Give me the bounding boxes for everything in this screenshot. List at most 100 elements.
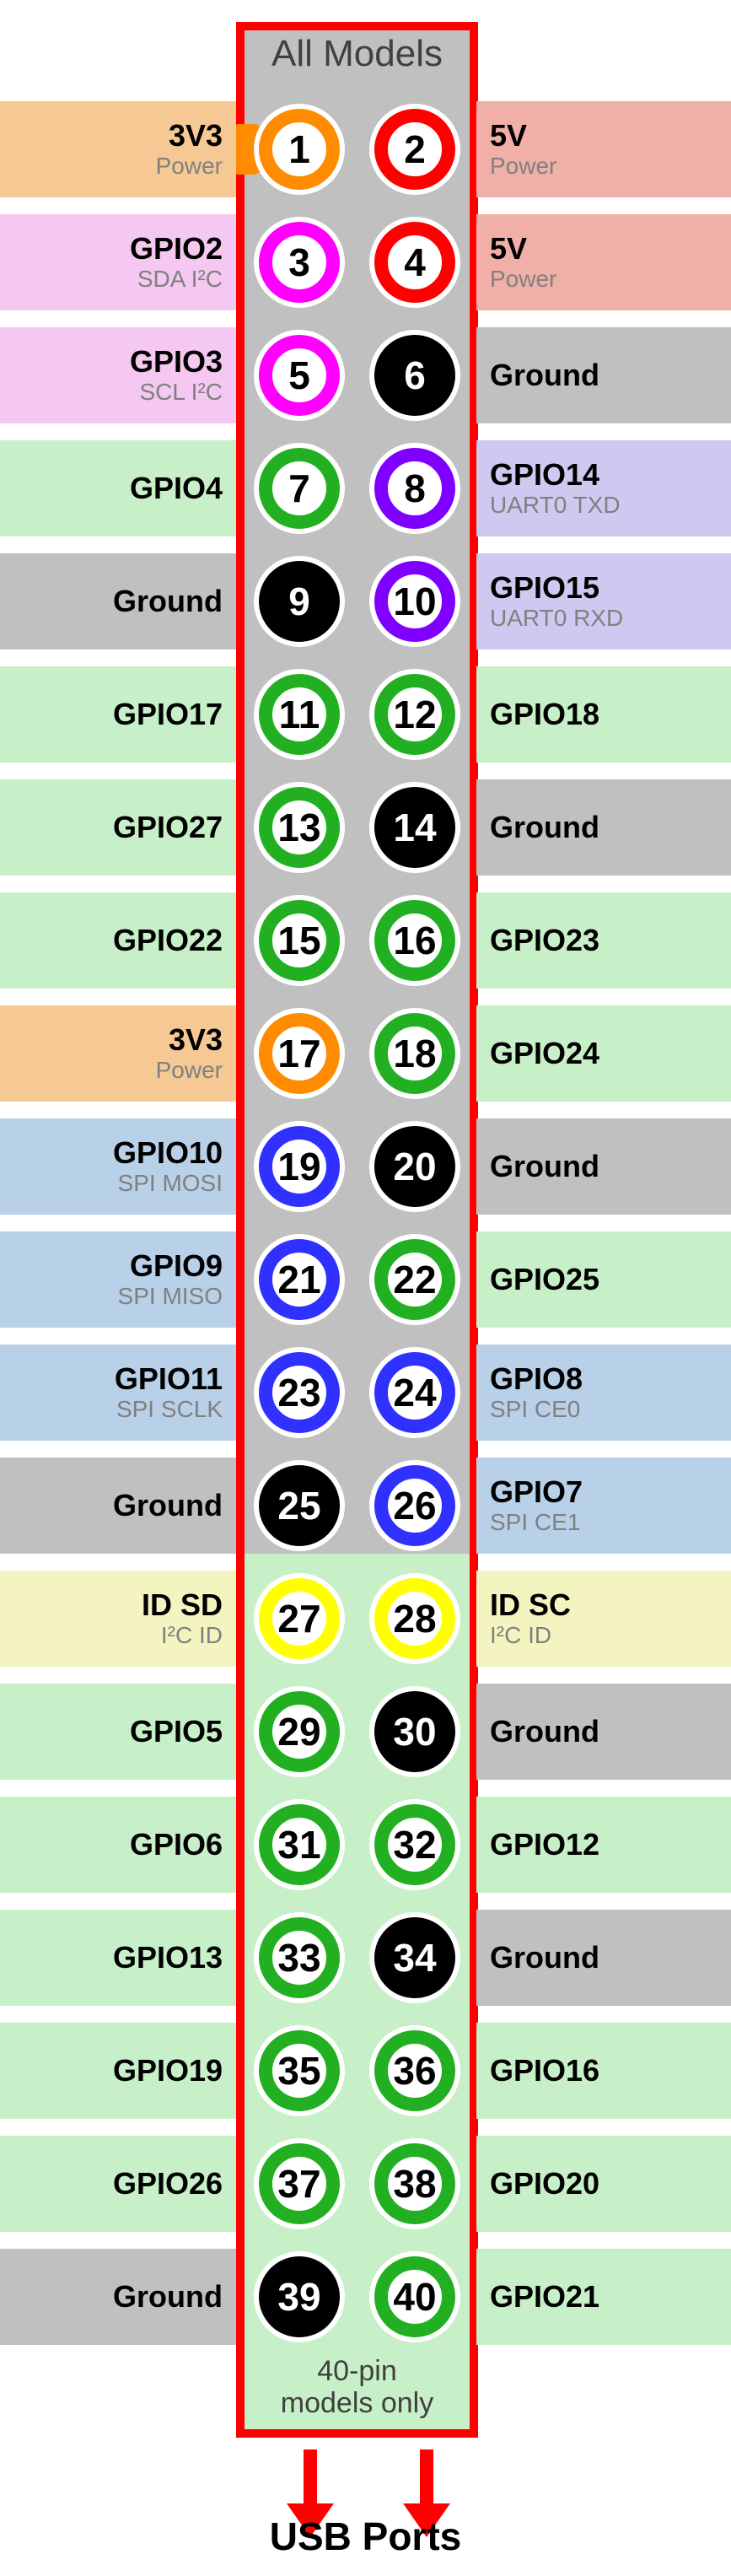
pin-7: 7 [254, 443, 345, 534]
pin-38: 38 [369, 2138, 460, 2229]
pin-number: 27 [277, 1596, 320, 1641]
pin-number: 36 [393, 2048, 436, 2094]
right-label-row-9: GPIO24 [476, 1005, 731, 1102]
pin-number: 12 [393, 692, 436, 737]
pin-26: 26 [369, 1460, 460, 1551]
left-label-row-19: GPIO26 [0, 2136, 236, 2232]
left-label-row-10: GPIO10SPI MOSI [0, 1118, 236, 1215]
left-label-row-9: 3V3Power [0, 1005, 236, 1102]
left-label-sub: SPI SCLK [116, 1397, 223, 1421]
pin-39: 39 [254, 2251, 345, 2342]
left-label-row-1: 3V3Power [0, 101, 236, 197]
left-label-title: GPIO9 [130, 1250, 223, 1282]
right-label-row-1: 5VPower [476, 101, 731, 197]
pin-number: 23 [277, 1370, 320, 1415]
pin-number: 1 [288, 127, 310, 172]
pin-37: 37 [254, 2138, 345, 2229]
left-label-title: Ground [113, 1490, 223, 1522]
right-label-row-20: GPIO21 [476, 2249, 731, 2345]
left-label-title: GPIO10 [113, 1137, 223, 1169]
pin-number: 28 [393, 1596, 436, 1641]
pin-number: 34 [393, 1935, 436, 1981]
right-label-title: GPIO23 [490, 924, 599, 957]
pin-number: 22 [393, 1257, 436, 1302]
left-label-row-8: GPIO22 [0, 892, 236, 989]
left-label-row-6: GPIO17 [0, 666, 236, 763]
right-label-row-13: GPIO7SPI CE1 [476, 1458, 731, 1554]
footer-line-1: 40-pin [245, 2356, 470, 2387]
left-label-row-16: GPIO6 [0, 1797, 236, 1893]
right-label-sub: UART0 TXD [490, 493, 621, 517]
left-label-sub: Power [156, 1058, 223, 1082]
pin-number: 16 [393, 918, 436, 963]
left-label-title: GPIO3 [130, 346, 223, 378]
left-label-sub: SDA I²C [137, 267, 223, 291]
pin-34: 34 [369, 1912, 460, 2003]
right-label-title: GPIO24 [490, 1037, 599, 1070]
pin-number: 31 [277, 1822, 320, 1867]
pin-25: 25 [254, 1460, 345, 1551]
right-label-sub: Power [490, 267, 556, 291]
right-label-title: GPIO16 [490, 2055, 599, 2087]
right-label-row-5: GPIO15UART0 RXD [476, 553, 731, 649]
right-label-row-7: Ground [476, 779, 731, 876]
left-label-title: GPIO4 [130, 472, 223, 504]
pin-number: 33 [277, 1935, 320, 1981]
right-label-title: 5V [490, 120, 527, 152]
pin-12: 12 [369, 669, 460, 760]
pin-4: 4 [369, 217, 460, 308]
pin-number: 21 [277, 1257, 320, 1302]
right-label-row-3: Ground [476, 327, 731, 423]
right-label-title: GPIO21 [490, 2281, 599, 2313]
pin-number: 24 [393, 1370, 436, 1415]
left-label-row-12: GPIO11SPI SCLK [0, 1345, 236, 1441]
pin-number: 26 [393, 1483, 436, 1528]
right-label-title: GPIO14 [490, 459, 599, 491]
pin-2: 2 [369, 104, 460, 195]
pin-number: 8 [404, 466, 426, 511]
pin-number: 17 [277, 1031, 320, 1076]
pin-number: 18 [393, 1031, 436, 1076]
right-label-title: GPIO15 [490, 572, 599, 604]
pin-11: 11 [254, 669, 345, 760]
pin-21: 21 [254, 1234, 345, 1325]
pin-6: 6 [369, 330, 460, 421]
pin-number: 38 [393, 2161, 436, 2207]
pin-number: 30 [393, 1709, 436, 1754]
left-label-row-13: Ground [0, 1458, 236, 1554]
right-label-row-16: GPIO12 [476, 1797, 731, 1893]
pin-number: 9 [288, 579, 310, 624]
right-label-title: ID SC [490, 1589, 571, 1621]
left-label-title: GPIO6 [130, 1829, 223, 1861]
pin-30: 30 [369, 1686, 460, 1777]
pin-number: 4 [404, 240, 426, 285]
left-label-title: GPIO5 [130, 1716, 223, 1748]
pin-29: 29 [254, 1686, 345, 1777]
footer-line-2: models only [245, 2388, 470, 2419]
pin-3: 3 [254, 217, 345, 308]
left-label-title: GPIO19 [113, 2055, 223, 2087]
right-label-title: GPIO8 [490, 1363, 583, 1395]
left-label-row-17: GPIO13 [0, 1910, 236, 2006]
pin-number: 37 [277, 2161, 320, 2207]
pin-27: 27 [254, 1573, 345, 1664]
pin-number: 15 [277, 918, 320, 963]
pin-number: 10 [393, 579, 436, 624]
left-label-row-18: GPIO19 [0, 2023, 236, 2119]
right-label-row-11: GPIO25 [476, 1231, 731, 1328]
left-label-title: Ground [113, 2281, 223, 2313]
pin-number: 29 [277, 1709, 320, 1754]
left-label-row-15: GPIO5 [0, 1684, 236, 1780]
pin-35: 35 [254, 2025, 345, 2116]
pin-15: 15 [254, 895, 345, 986]
left-label-row-2: GPIO2SDA I²C [0, 214, 236, 310]
left-label-sub: I²C ID [161, 1623, 223, 1647]
right-label-row-6: GPIO18 [476, 666, 731, 763]
pin-10: 10 [369, 556, 460, 647]
left-label-sub: SCL I²C [139, 380, 223, 404]
pin-20: 20 [369, 1121, 460, 1212]
pin-1: 1 [254, 104, 345, 195]
pin-number: 35 [277, 2048, 320, 2094]
pin-13: 13 [254, 782, 345, 873]
pin-number: 32 [393, 1822, 436, 1867]
